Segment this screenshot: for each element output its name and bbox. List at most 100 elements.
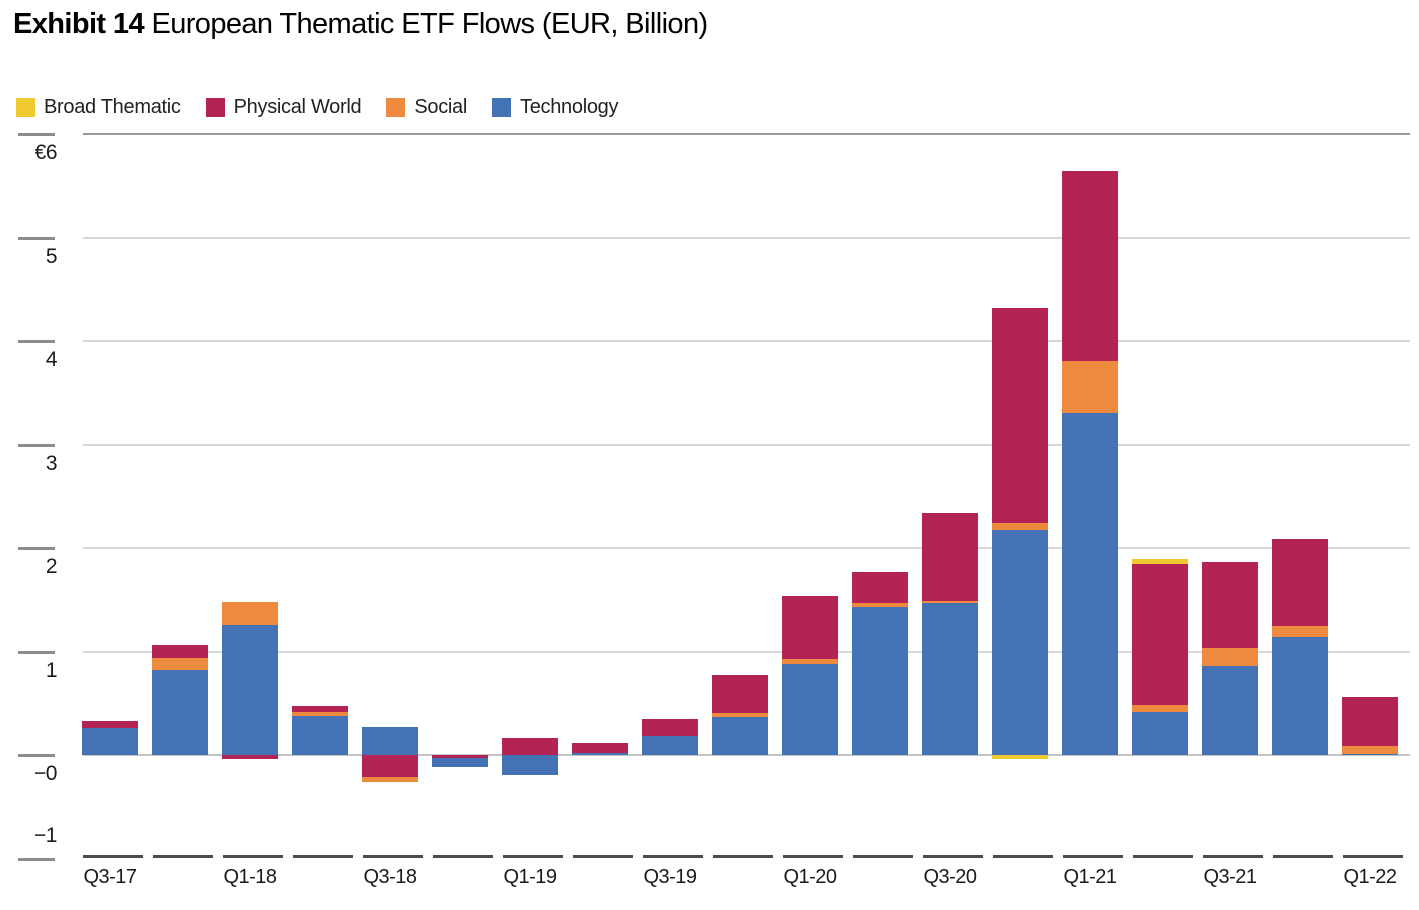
bar-Q1-19-physical-world bbox=[502, 738, 558, 755]
bar-Q2-19-physical-world bbox=[572, 742, 628, 753]
bar-Q1-22-social bbox=[1342, 745, 1398, 754]
bar-Q4-21-physical-world bbox=[1272, 538, 1328, 626]
chart-title: Exhibit 14 European Thematic ETF Flows (… bbox=[13, 8, 708, 41]
bar-Q2-20-technology bbox=[852, 606, 908, 755]
legend-item-social: Social bbox=[386, 96, 467, 119]
legend-swatch-icon bbox=[386, 98, 406, 117]
bar-Q2-20-social bbox=[852, 602, 908, 607]
bar-Q1-22-technology bbox=[1342, 753, 1398, 756]
legend-label: Physical World bbox=[233, 96, 362, 118]
exhibit-number: Exhibit 14 bbox=[13, 8, 145, 40]
bar-Q4-17-physical-world bbox=[152, 645, 208, 658]
bar-Q2-18-physical-world bbox=[292, 706, 348, 712]
legend-item-broad-thematic: Broad Thematic bbox=[16, 96, 181, 119]
x-axis-label: Q1-18 bbox=[223, 866, 277, 888]
legend-label: Technology bbox=[520, 96, 619, 118]
bar-Q4-20-technology bbox=[992, 530, 1048, 755]
x-axis-label: Q1-22 bbox=[1343, 866, 1397, 888]
bar-Q4-21-social bbox=[1272, 625, 1328, 637]
bar-Q4-19-physical-world bbox=[712, 675, 768, 713]
legend-swatch-icon bbox=[205, 98, 225, 117]
gridline-3 bbox=[83, 443, 1410, 446]
y-axis-label: 4 bbox=[45, 348, 58, 371]
bar-Q4-21-technology bbox=[1272, 637, 1328, 755]
bar-Q1-20-technology bbox=[782, 663, 838, 755]
y-axis-label: −1 bbox=[34, 824, 57, 847]
gridline-4 bbox=[83, 340, 1410, 342]
gridline-1 bbox=[83, 650, 1410, 653]
y-axis-tick bbox=[18, 547, 55, 550]
legend-swatch-icon bbox=[492, 98, 512, 117]
gridline-2 bbox=[83, 547, 1410, 549]
y-axis-label: 1 bbox=[45, 658, 58, 682]
bar-Q3-19-technology bbox=[642, 736, 698, 755]
x-axis-label: Q3-18 bbox=[363, 866, 417, 888]
bar-Q2-19-technology bbox=[572, 752, 628, 755]
bar-Q4-19-technology bbox=[712, 716, 768, 755]
y-axis-label: −0 bbox=[34, 762, 57, 785]
bar-Q1-21-social bbox=[1062, 360, 1118, 414]
y-axis-tick bbox=[18, 443, 55, 447]
x-axis-line bbox=[83, 855, 1410, 858]
y-axis-tick bbox=[18, 754, 55, 757]
bar-Q4-18-physical-world bbox=[432, 755, 488, 759]
legend-label: Broad Thematic bbox=[44, 96, 181, 118]
x-axis-label: Q1-19 bbox=[503, 866, 557, 888]
bar-Q2-21-technology bbox=[1132, 711, 1188, 755]
bar-Q2-21-physical-world bbox=[1132, 563, 1188, 706]
chart-title-main: European Thematic ETF Flows (EUR, Billio… bbox=[151, 8, 708, 40]
x-axis-label: Q3-19 bbox=[643, 866, 697, 888]
bar-Q2-18-technology bbox=[292, 715, 348, 755]
bar-Q3-20-technology bbox=[922, 602, 978, 755]
y-axis-tick bbox=[18, 650, 55, 654]
bar-Q4-20-social bbox=[992, 523, 1048, 531]
bar-Q2-21-broad-thematic bbox=[1132, 559, 1188, 564]
legend-item-technology: Technology bbox=[492, 96, 619, 119]
gridline-6 bbox=[83, 133, 1410, 135]
bar-Q3-18-physical-world bbox=[362, 755, 418, 777]
y-axis-tick bbox=[18, 340, 55, 343]
bar-Q1-18-physical-world bbox=[222, 755, 278, 760]
x-axis-label: Q3-20 bbox=[923, 866, 977, 888]
bar-Q4-19-social bbox=[712, 712, 768, 717]
legend-label: Social bbox=[414, 96, 468, 118]
bar-Q4-17-technology bbox=[152, 670, 208, 755]
x-axis-label: Q3-21 bbox=[1203, 866, 1257, 888]
y-axis-tick bbox=[18, 857, 55, 861]
bar-Q3-17-technology bbox=[82, 728, 138, 755]
y-axis-tick bbox=[18, 133, 55, 136]
bar-Q4-17-social bbox=[152, 657, 208, 671]
bar-Q1-21-technology bbox=[1062, 413, 1118, 755]
bar-Q3-21-physical-world bbox=[1202, 562, 1258, 649]
bar-Q1-21-physical-world bbox=[1062, 171, 1118, 361]
bar-Q3-18-technology bbox=[362, 727, 418, 755]
y-axis-label: 5 bbox=[45, 244, 58, 268]
bar-Q2-21-social bbox=[1132, 705, 1188, 712]
y-axis-tick bbox=[18, 236, 55, 240]
bar-Q1-20-social bbox=[782, 658, 838, 664]
bar-Q1-18-technology bbox=[222, 624, 278, 755]
legend-swatch-icon bbox=[16, 98, 35, 117]
bar-Q3-18-social bbox=[362, 776, 418, 782]
bar-Q3-21-social bbox=[1202, 648, 1258, 666]
y-axis-label: €6 bbox=[34, 141, 58, 164]
bar-Q3-20-physical-world bbox=[922, 512, 978, 601]
x-axis-label: Q1-21 bbox=[1063, 866, 1117, 888]
bar-Q1-18-social bbox=[222, 601, 278, 625]
bar-Q1-19-technology bbox=[502, 755, 558, 775]
bar-Q1-22-physical-world bbox=[1342, 697, 1398, 746]
y-axis-label: 2 bbox=[45, 555, 58, 578]
gridline-0 bbox=[83, 754, 1410, 756]
bar-Q1-20-physical-world bbox=[782, 595, 838, 659]
bar-Q3-21-technology bbox=[1202, 665, 1258, 755]
bar-Q4-20-physical-world bbox=[992, 307, 1048, 524]
bar-Q3-19-physical-world bbox=[642, 718, 698, 737]
legend: Broad Thematic Physical World Social Techno… bbox=[16, 96, 643, 119]
x-axis-label: Q3-17 bbox=[83, 866, 137, 888]
y-axis-label: 3 bbox=[45, 451, 58, 475]
bar-Q3-17-physical-world bbox=[82, 720, 138, 729]
gridline-5 bbox=[83, 236, 1410, 239]
bar-Q2-18-social bbox=[292, 711, 348, 716]
